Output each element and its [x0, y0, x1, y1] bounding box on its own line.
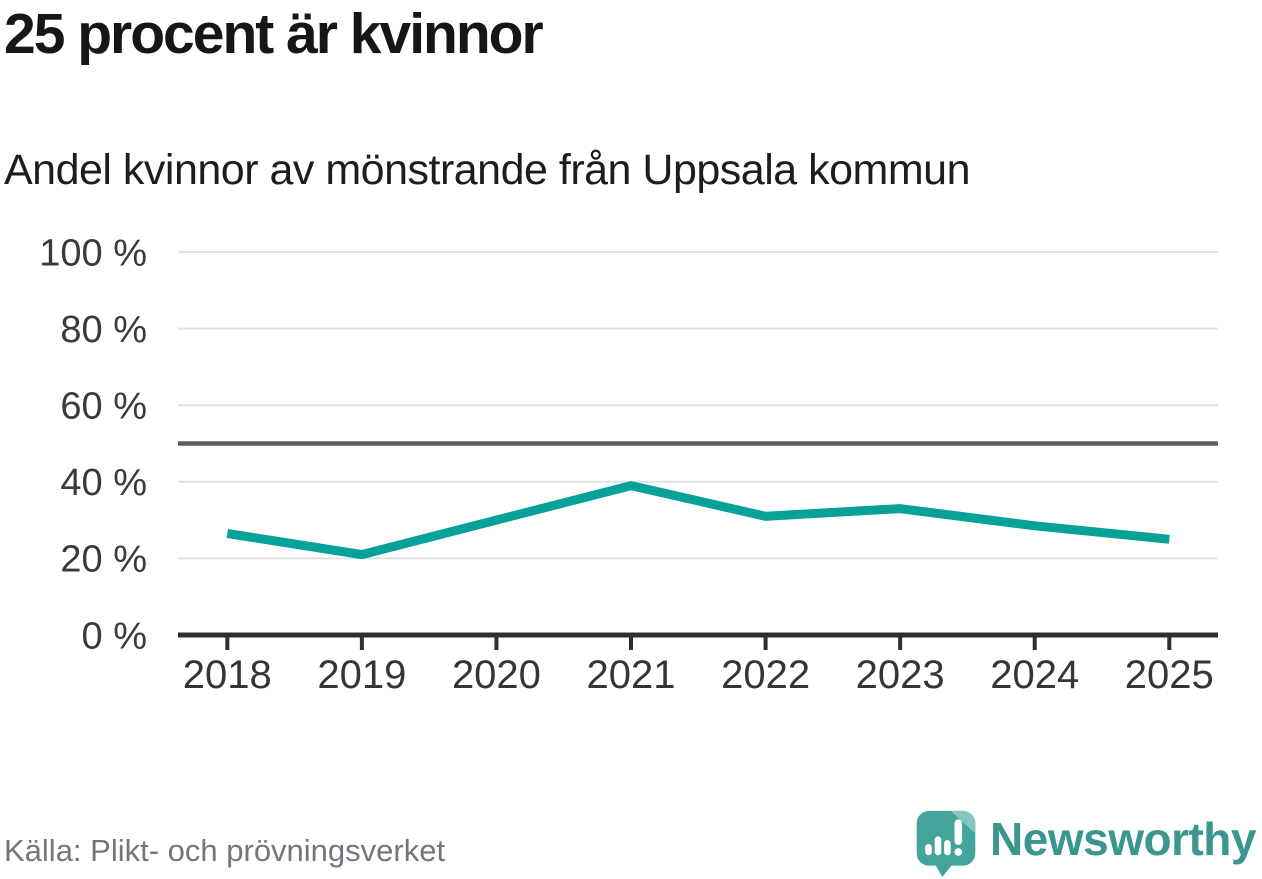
data-line-andel-kvinnor	[226, 480, 1170, 560]
y-axis-tick-label: 60 %	[60, 386, 147, 428]
x-axis-tick-label: 2018	[183, 653, 272, 697]
logo-bubble-fold	[950, 810, 976, 834]
y-axis-tick-label: 40 %	[60, 462, 147, 504]
y-axis-tick-label: 20 %	[60, 539, 147, 581]
newsworthy-logo-icon	[916, 810, 976, 877]
x-axis-tick-label: 2021	[587, 653, 676, 697]
x-axis-tick-label: 2023	[856, 653, 945, 697]
x-axis-tick-label: 2020	[452, 653, 541, 697]
page-title: 25 procent är kvinnor	[4, 2, 544, 66]
logo-exclamation-dot	[954, 848, 963, 856]
logo-bar-2	[934, 836, 942, 856]
x-axis-tick-label: 2019	[317, 653, 406, 697]
logo-bubble-tail	[933, 861, 955, 877]
source-attribution: Källa: Plikt- och prövningsverket	[4, 833, 446, 868]
newsworthy-brand: Newsworthy	[914, 810, 1256, 877]
chart-subtitle: Andel kvinnor av mönstrande från Uppsala…	[4, 146, 971, 194]
x-axis-tick-label: 2022	[721, 653, 810, 697]
logo-exclamation-bar	[954, 819, 963, 845]
brand-wordmark: Newsworthy	[990, 813, 1256, 865]
logo-bar-1	[925, 843, 932, 856]
y-axis-tick-label: 100 %	[39, 232, 147, 274]
x-axis-tick-label: 2025	[1125, 653, 1214, 697]
logo-bar-3	[944, 840, 951, 856]
y-axis-tick-label: 80 %	[60, 309, 147, 351]
line-chart: 0 % 20 % 40 % 60 % 80 % 100 % 2018 2019 2020 2021…	[39, 232, 1218, 697]
x-axis-tick-label: 2024	[990, 653, 1079, 697]
y-axis-tick-label: 0 %	[82, 615, 147, 657]
